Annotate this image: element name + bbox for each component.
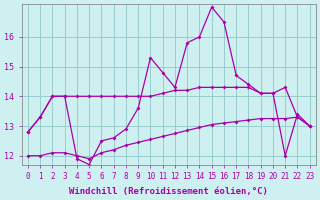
X-axis label: Windchill (Refroidissement éolien,°C): Windchill (Refroidissement éolien,°C) <box>69 187 268 196</box>
